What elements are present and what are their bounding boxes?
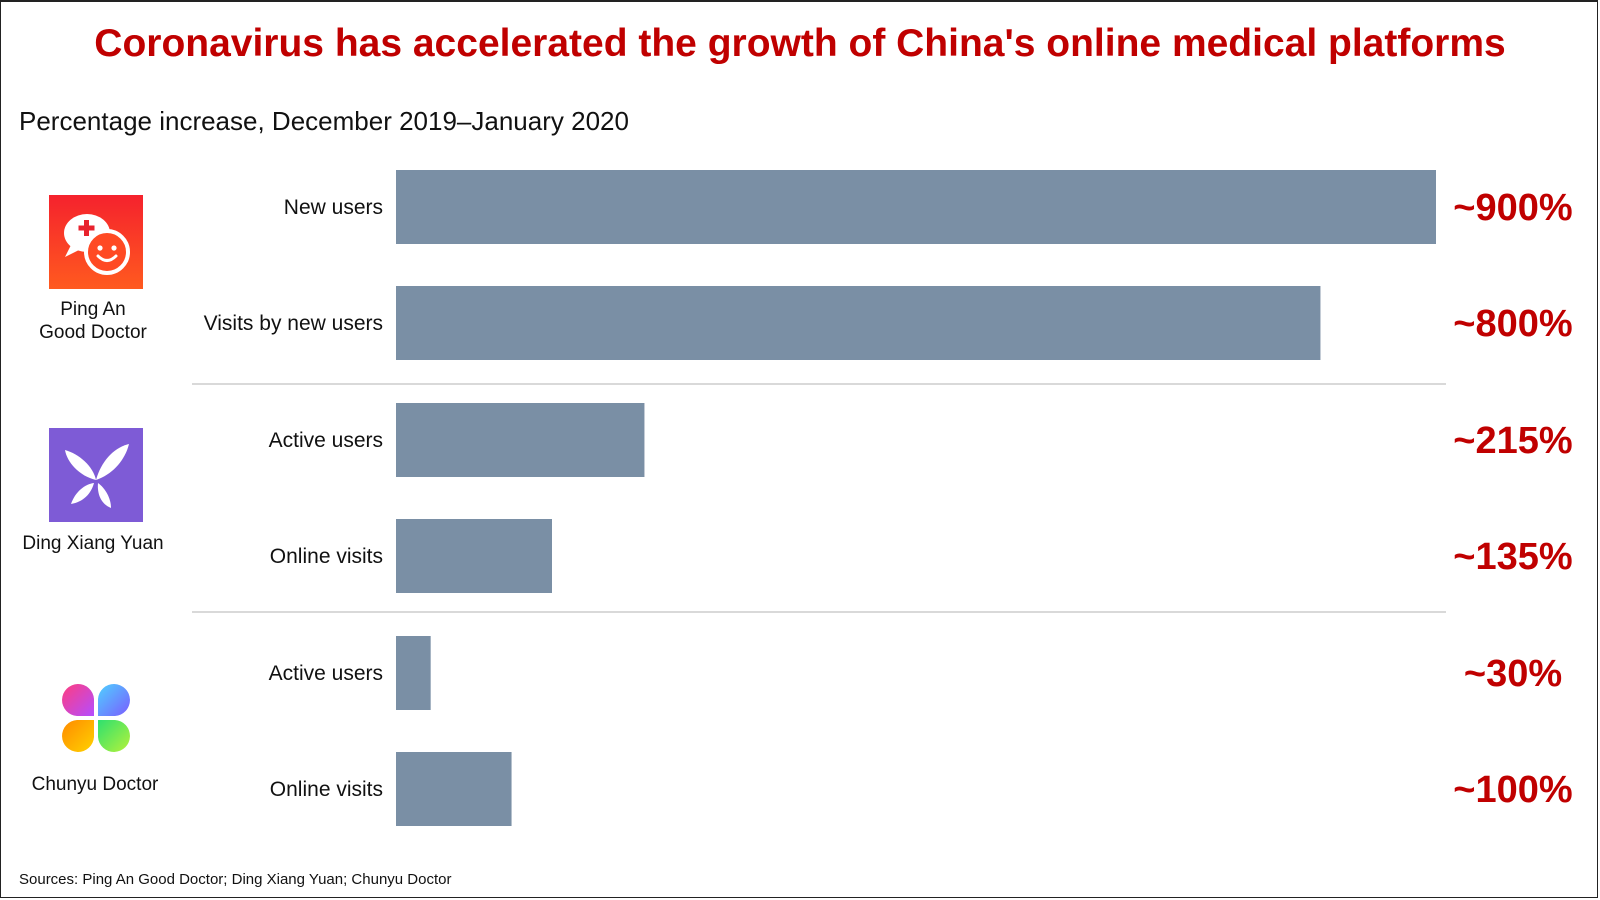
category-label: New users bbox=[284, 196, 383, 219]
category-label: Visits by new users bbox=[204, 312, 383, 335]
bar bbox=[396, 752, 512, 826]
bar bbox=[396, 636, 431, 710]
bar bbox=[396, 403, 645, 477]
value-label: ~900% bbox=[1453, 187, 1572, 229]
ping-an-good-doctor-logo bbox=[49, 195, 143, 289]
chunyu-doctor-logo bbox=[49, 671, 143, 765]
source-note: Sources: Ping An Good Doctor; Ding Xiang… bbox=[19, 871, 452, 888]
value-label: ~215% bbox=[1453, 420, 1572, 462]
value-label: ~30% bbox=[1464, 653, 1562, 695]
ding-xiang-yuan-logo bbox=[49, 428, 143, 522]
group-label-ping-an: Ping An Good Doctor bbox=[39, 299, 147, 343]
value-label: ~800% bbox=[1453, 303, 1572, 345]
group-label-ding-xiang-yuan: Ding Xiang Yuan bbox=[22, 533, 164, 554]
bar bbox=[396, 519, 552, 593]
chart-title: Coronavirus has accelerated the growth o… bbox=[94, 22, 1506, 65]
category-label: Active users bbox=[269, 662, 383, 685]
chart-subtitle: Percentage increase, December 2019–Janua… bbox=[19, 106, 629, 136]
category-label: Online visits bbox=[270, 778, 383, 801]
bar bbox=[396, 170, 1436, 244]
category-label: Online visits bbox=[270, 545, 383, 568]
value-label: ~100% bbox=[1453, 769, 1572, 811]
bar bbox=[396, 286, 1321, 360]
group-label-chunyu-doctor: Chunyu Doctor bbox=[31, 774, 159, 795]
category-label: Active users bbox=[269, 429, 383, 452]
value-label: ~135% bbox=[1453, 536, 1572, 578]
